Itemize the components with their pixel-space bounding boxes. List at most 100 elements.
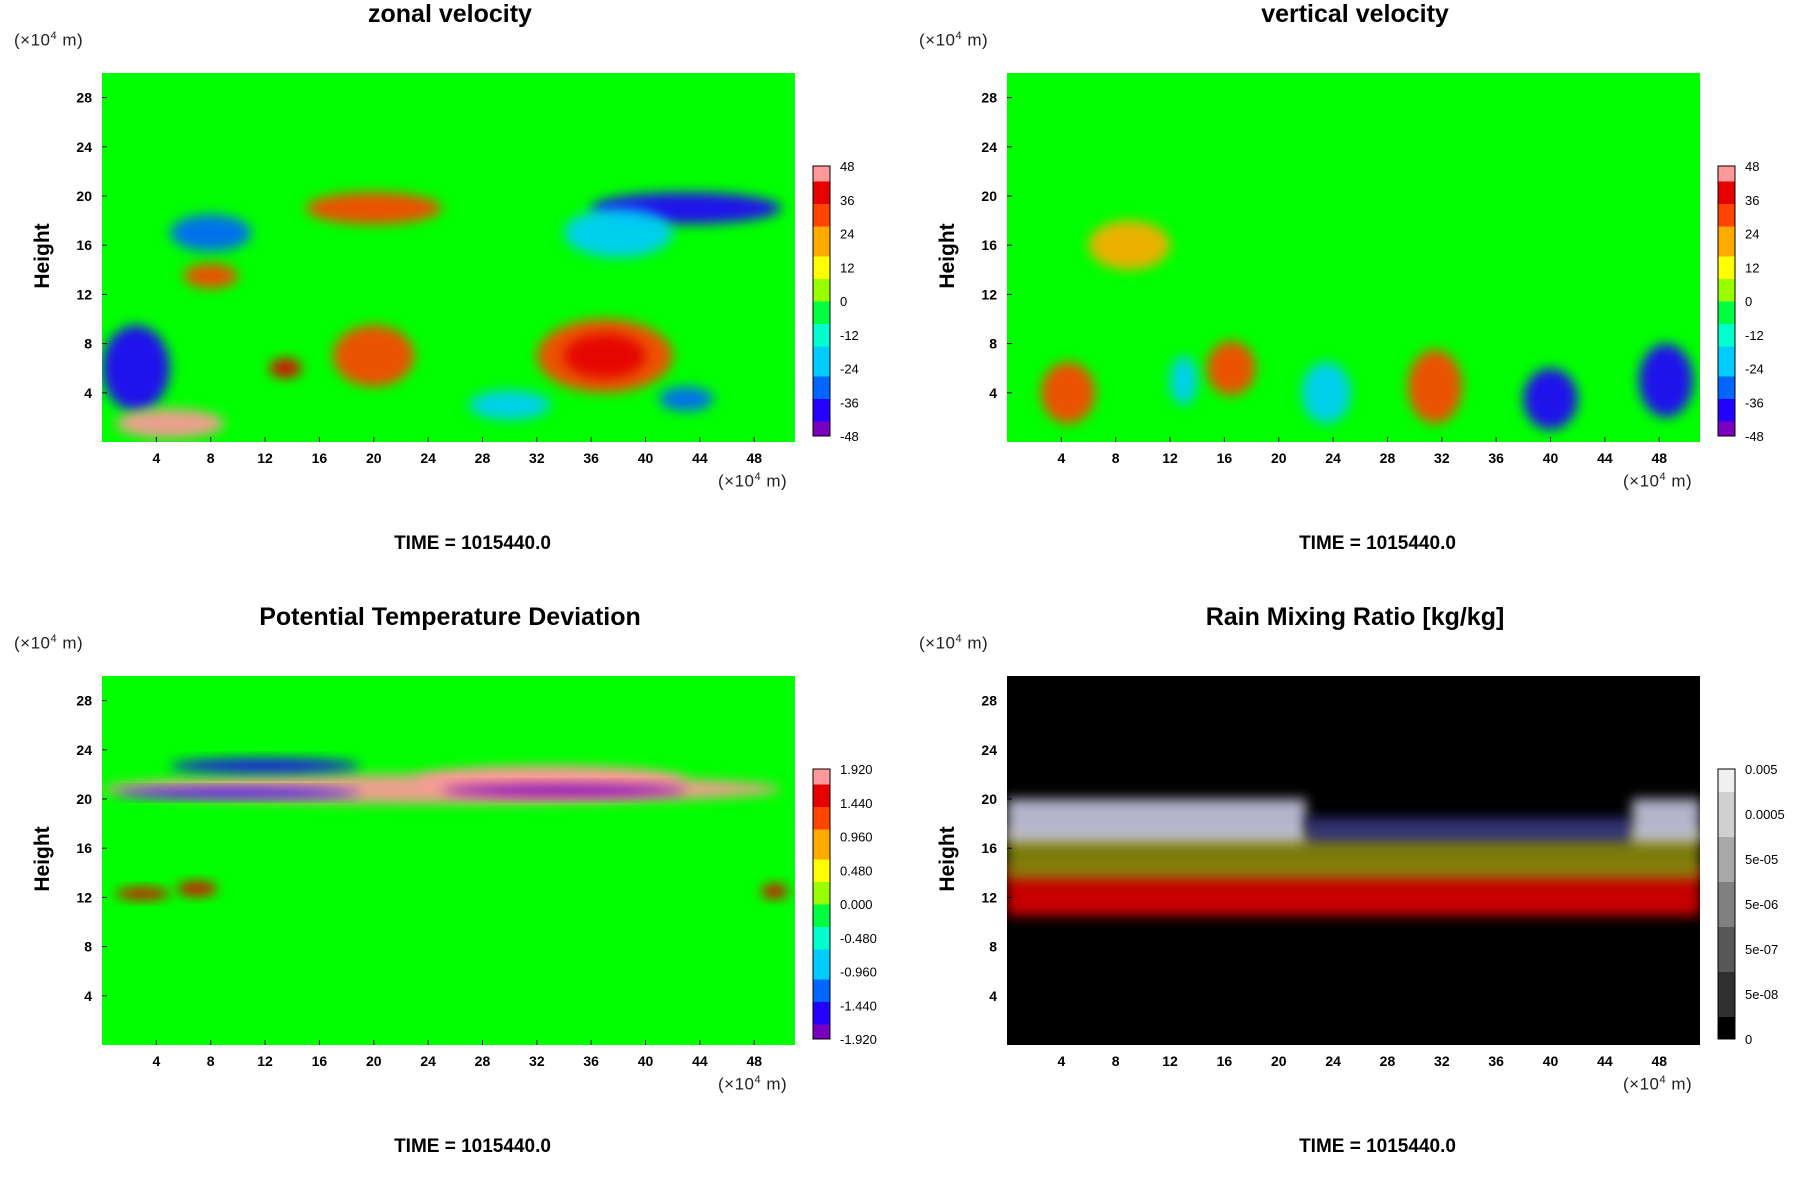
x-tick-label: 48	[746, 1053, 762, 1069]
x-tick-label: 40	[638, 450, 654, 466]
field-feature	[115, 887, 170, 900]
chart-title: Rain Mixing Ratio [kg/kg]	[1205, 603, 1505, 631]
colorbar-cell	[813, 1016, 830, 1025]
y-tick-label: 16	[76, 840, 92, 856]
colorbar-cell	[813, 881, 830, 890]
colorbar-cell	[1718, 286, 1735, 294]
colorbar-cell	[1718, 915, 1735, 927]
colorbar-cell	[813, 301, 830, 309]
colorbar-label: 48	[1745, 159, 1759, 174]
x-tick-label: 44	[692, 1053, 708, 1069]
colorbar-cell	[813, 233, 830, 242]
chart-panel-vertical-velocity: vertical velocity (×104 m) Height 4 8 12 16…	[905, 0, 1800, 600]
x-tick-label: 36	[583, 450, 599, 466]
colorbar-frame	[1717, 768, 1736, 1040]
time-label: TIME = 1015440.0	[394, 1136, 551, 1157]
y-unit-label: (×104 m)	[14, 633, 84, 653]
colorbar-label: 0.005	[1745, 762, 1778, 777]
field-feature	[1523, 368, 1578, 430]
x-tick-label: 40	[638, 1053, 654, 1069]
colorbar-cell	[813, 211, 830, 219]
colorbar-cell	[1718, 263, 1735, 272]
colorbar-cell	[813, 391, 830, 399]
colorbar-cell	[813, 769, 830, 777]
colorbar-cell	[813, 166, 830, 174]
y-tick-label: 8	[989, 336, 997, 352]
colorbar-cell	[1718, 428, 1735, 437]
x-tick-label: 16	[312, 1053, 328, 1069]
colorbar-cell	[1718, 960, 1735, 972]
colorbar-label: 5e-07	[1745, 942, 1778, 957]
x-tick-label: 44	[1597, 450, 1613, 466]
y-tick-label: 4	[84, 988, 92, 1004]
colorbar-cell	[1718, 937, 1735, 950]
y-tick-label: 4	[84, 385, 92, 401]
x-tick-label: 16	[312, 450, 328, 466]
colorbar-label: 24	[1745, 227, 1759, 242]
field-feature	[761, 883, 789, 899]
colorbar-cell	[1718, 814, 1735, 826]
colorbar-label: 24	[840, 227, 854, 242]
colorbar-cell	[813, 413, 830, 422]
colorbar-cell	[1718, 780, 1735, 792]
colorbar-cell	[813, 173, 830, 182]
colorbar-cell	[1718, 323, 1735, 332]
x-tick-label: 4	[1057, 450, 1065, 466]
colorbar-cell	[813, 421, 830, 429]
colorbar-cell	[1718, 181, 1735, 189]
chart-panel-zonal-velocity: zonal velocity (×104 m) Height 4 8 12 16 20 2…	[0, 0, 900, 600]
colorbar-label: 0.000	[840, 897, 873, 912]
x-tick-label: 8	[207, 1053, 215, 1069]
colorbar-cell	[813, 398, 830, 407]
x-tick-label: 28	[475, 1053, 491, 1069]
rain-band	[1305, 817, 1633, 843]
heatmap-plot: 4 8 12 16 20 24 28 32 36 40 44 48481216202428483624…	[76, 73, 859, 466]
colorbar-cell	[813, 889, 830, 897]
colorbar-label: 0.0005	[1745, 807, 1785, 822]
field-feature	[169, 758, 361, 774]
x-tick-label: 24	[1325, 450, 1341, 466]
x-tick-label: 48	[1651, 450, 1667, 466]
colorbar-cell	[813, 188, 830, 197]
colorbar-label: -48	[1745, 429, 1764, 444]
colorbar-cell	[1718, 1005, 1735, 1017]
colorbar-cell	[813, 1031, 830, 1040]
colorbar-label: 1.920	[840, 762, 873, 777]
y-tick-label: 20	[76, 188, 92, 204]
colorbar-cell	[813, 791, 830, 800]
field-feature	[659, 386, 714, 412]
colorbar-cell	[1718, 241, 1735, 249]
field-feature	[115, 787, 361, 798]
chart-title: vertical velocity	[1261, 0, 1449, 28]
colorbar-cell	[813, 256, 830, 264]
colorbar-cell	[1718, 791, 1735, 804]
colorbar-label: -24	[840, 362, 859, 377]
chart-title: Potential Temperature Deviation	[259, 603, 641, 631]
colorbar-cell	[1718, 271, 1735, 279]
colorbar-cell	[1718, 1016, 1735, 1029]
y-tick-label: 12	[981, 286, 997, 302]
colorbar-label: -12	[840, 328, 859, 343]
rain-band	[1632, 799, 1700, 843]
colorbar-cell	[813, 316, 830, 324]
colorbar-cell	[813, 226, 830, 234]
colorbar-label: -24	[1745, 362, 1764, 377]
colorbar-label: -36	[1745, 395, 1764, 410]
x-tick-label: 12	[1162, 450, 1178, 466]
colorbar-cell	[1718, 173, 1735, 182]
colorbar-cell	[813, 821, 830, 830]
colorbar-cell	[1718, 361, 1735, 369]
colorbar-cell	[1718, 376, 1735, 384]
colorbar-cell	[1718, 316, 1735, 324]
colorbar-label: -1.920	[840, 1032, 877, 1047]
x-tick-label: 16	[1217, 450, 1233, 466]
field-feature	[115, 408, 225, 439]
x-tick-label: 32	[1434, 1053, 1450, 1069]
time-label: TIME = 1015440.0	[1299, 1136, 1456, 1157]
colorbar-cell	[813, 368, 830, 377]
colorbar-label: 5e-06	[1745, 897, 1778, 912]
colorbar-cell	[813, 346, 830, 354]
rain-band	[1007, 799, 1306, 843]
colorbar-label: -1.440	[840, 998, 877, 1013]
y-tick-label: 16	[76, 237, 92, 253]
